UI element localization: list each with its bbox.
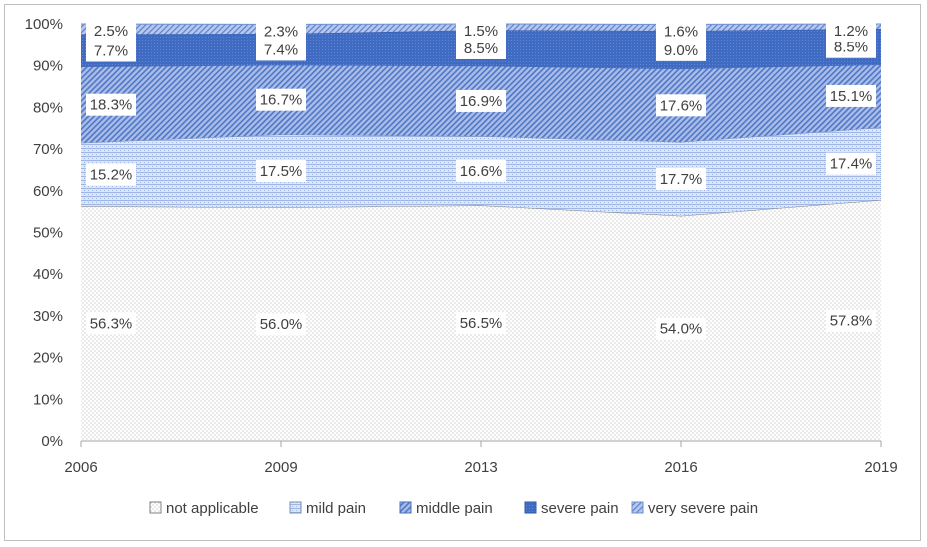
data-label: 56.0% (260, 316, 303, 333)
data-label-bg (256, 159, 306, 182)
data-label-bg (656, 38, 706, 61)
data-label: 16.7% (260, 92, 303, 109)
data-label-bg (86, 39, 136, 62)
legend-swatch (149, 501, 162, 514)
data-label-bg (826, 84, 876, 107)
legend-label: not applicable (166, 500, 259, 517)
legend-swatch (524, 501, 537, 514)
data-label-bg (656, 317, 706, 340)
y-tick-label: 0% (41, 433, 63, 450)
x-tick-label: 2016 (664, 459, 697, 476)
data-label: 2.3% (264, 23, 298, 40)
y-tick-label: 50% (33, 225, 63, 242)
y-tick-label: 70% (33, 141, 63, 158)
data-label-bg (656, 167, 706, 190)
data-label-bg (826, 20, 876, 42)
legend-swatch (399, 501, 412, 514)
legend-swatch (289, 501, 302, 514)
legend-label: middle pain (416, 500, 493, 517)
data-label: 17.5% (260, 163, 303, 180)
y-tick-label: 10% (33, 391, 63, 408)
data-label: 9.0% (664, 42, 698, 59)
data-label-bg (456, 159, 506, 182)
data-label-bg (456, 89, 506, 112)
data-label: 56.3% (90, 316, 133, 333)
data-label-bg (256, 20, 306, 43)
data-label: 57.8% (830, 312, 873, 329)
legend-label: severe pain (541, 500, 619, 517)
data-label-bg (826, 309, 876, 332)
y-tick-label: 100% (25, 16, 63, 33)
y-tick-label: 20% (33, 350, 63, 367)
data-label-bg (256, 88, 306, 111)
data-label: 17.4% (830, 156, 873, 173)
data-label: 54.0% (660, 320, 703, 337)
data-label: 18.3% (90, 97, 133, 114)
data-label-bg (456, 312, 506, 335)
data-label: 56.5% (460, 315, 503, 332)
data-label: 2.5% (94, 23, 128, 40)
y-tick-label: 80% (33, 99, 63, 116)
data-label-bg (456, 20, 506, 42)
data-label: 17.6% (660, 97, 703, 114)
data-label: 17.7% (660, 171, 703, 188)
data-label: 7.4% (264, 41, 298, 58)
data-label: 1.5% (464, 23, 498, 40)
data-label-bg (86, 20, 136, 42)
data-label-bg (86, 312, 136, 335)
y-tick-label: 30% (33, 308, 63, 325)
axes: 0% 10% 20% 30% 40% 50% 60% 70% 80% 90% 100% 2006 200… (25, 16, 898, 476)
data-label-bg (656, 20, 706, 43)
area-layer (80, 23, 882, 441)
data-label-bg (86, 163, 136, 186)
data-label: 7.7% (94, 42, 128, 59)
data-label: 1.6% (664, 23, 698, 40)
data-label: 8.5% (834, 39, 868, 56)
data-labels: 56.3% 56.0% 56.5% 54.0% 57.8% 15.2% 17.5% 16.6%… (86, 20, 876, 340)
data-label: 16.6% (460, 163, 503, 180)
data-label: 15.1% (830, 88, 873, 105)
legend-label: very severe pain (648, 500, 758, 517)
x-tick-label: 2006 (64, 459, 97, 476)
x-tick-label: 2013 (464, 459, 497, 476)
data-label-bg (826, 152, 876, 175)
data-label-bg (256, 38, 306, 61)
y-tick-label: 90% (33, 58, 63, 75)
data-label: 15.2% (90, 167, 133, 184)
data-label: 1.2% (834, 23, 868, 40)
y-tick-label: 60% (33, 183, 63, 200)
y-tick-label: 40% (33, 266, 63, 283)
data-label-bg (86, 93, 136, 116)
x-tick-label: 2009 (264, 459, 297, 476)
legend-swatch (631, 501, 644, 514)
data-label: 8.5% (464, 40, 498, 57)
legend-label: mild pain (306, 500, 366, 517)
data-label: 16.9% (460, 93, 503, 110)
data-label-bg (456, 36, 506, 59)
legend: not applicable mild pain middle pain severe… (149, 500, 758, 517)
data-label-bg (256, 313, 306, 336)
x-tick-label: 2019 (864, 459, 897, 476)
data-label-bg (656, 94, 706, 117)
